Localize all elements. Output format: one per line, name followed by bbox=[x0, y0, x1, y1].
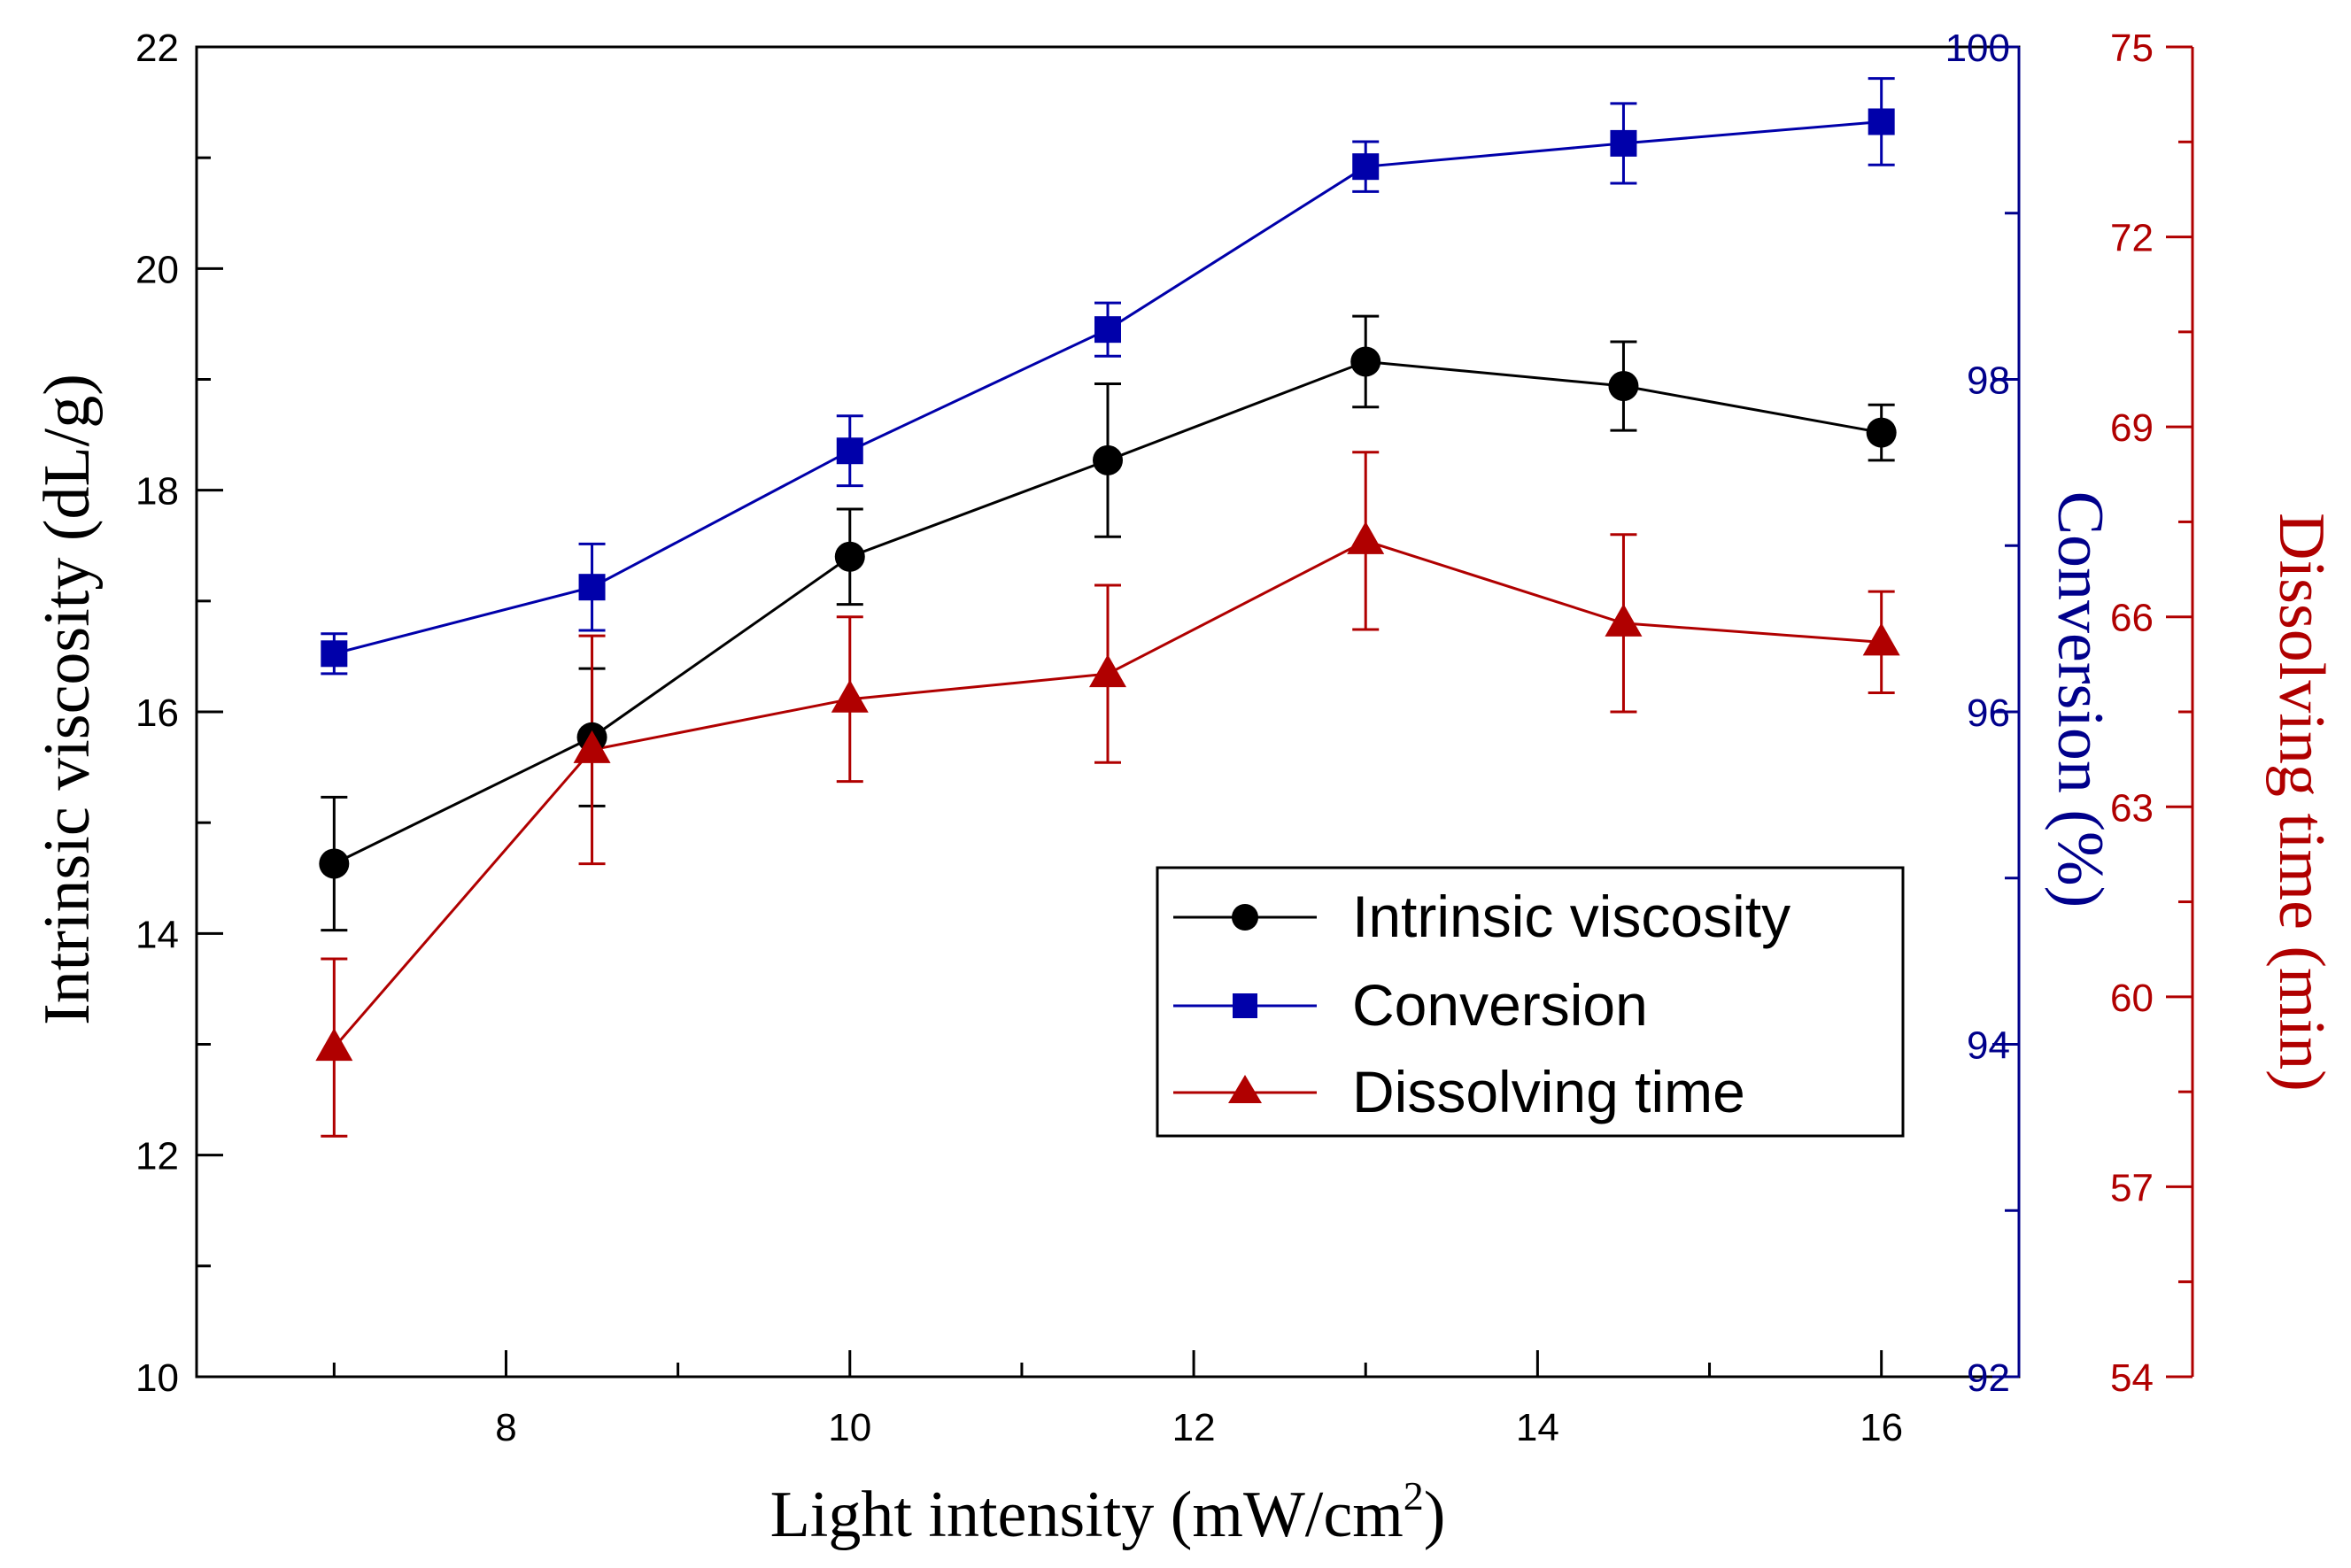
legend-label-dissolving-time: Dissolving time bbox=[1352, 1059, 1745, 1124]
conversion-point bbox=[836, 437, 863, 465]
y-axis-label-dissolving: Dissolving time (min) bbox=[2265, 513, 2338, 1092]
y-axis-label-left: Intrinsic viscosity (dL/g) bbox=[31, 374, 104, 1025]
conversion-point bbox=[1868, 108, 1895, 135]
x-axis-label-superscript: 2 bbox=[1404, 1473, 1424, 1518]
conversion-point bbox=[1094, 316, 1121, 344]
dissolving-y-tick-label: 63 bbox=[2110, 786, 2154, 830]
x-tick-label: 16 bbox=[1860, 1406, 1903, 1449]
x-tick-label: 10 bbox=[828, 1406, 871, 1449]
left-y-tick-label: 14 bbox=[135, 913, 179, 956]
conversion-point bbox=[1610, 129, 1637, 157]
dissolving-y-tick-label: 66 bbox=[2110, 597, 2154, 640]
viscosity-point bbox=[1608, 371, 1639, 402]
conversion-point bbox=[1352, 153, 1380, 181]
legend-item-conversion: Conversion bbox=[1173, 972, 1648, 1038]
conversion-y-tick-label: 100 bbox=[1945, 27, 2010, 70]
dissolving-time-point bbox=[315, 1028, 353, 1062]
conversion-y-tick-label: 98 bbox=[1967, 359, 2010, 403]
legend: Intrinsic viscosity Conversion Dissolvin… bbox=[1156, 866, 1905, 1138]
legend-label-conversion: Conversion bbox=[1352, 972, 1648, 1038]
x-tick-label: 14 bbox=[1516, 1406, 1559, 1449]
legend-item-dissolving-time: Dissolving time bbox=[1173, 1059, 1745, 1124]
viscosity-point bbox=[319, 848, 350, 879]
conversion-y-tick-label: 94 bbox=[1967, 1024, 2010, 1068]
conversion-point bbox=[578, 574, 606, 601]
dissolving-y-tick-label: 75 bbox=[2110, 27, 2154, 70]
left-y-tick-label: 16 bbox=[135, 691, 179, 735]
dissolving-time-point bbox=[1605, 603, 1643, 637]
dissolving-time-point bbox=[573, 730, 611, 763]
y-axis-label-conversion: Conversion (%) bbox=[2044, 491, 2116, 908]
left-y-tick-label: 18 bbox=[135, 470, 179, 514]
left-y-tick-label: 20 bbox=[135, 248, 179, 291]
x-tick-label: 12 bbox=[1172, 1406, 1216, 1449]
viscosity-point bbox=[1350, 346, 1381, 377]
dissolving-time-point bbox=[1347, 521, 1385, 554]
viscosity-point bbox=[1093, 444, 1123, 475]
conversion-point bbox=[321, 640, 348, 668]
dissolving-y-tick-label: 54 bbox=[2110, 1356, 2154, 1400]
viscosity-point bbox=[834, 541, 865, 572]
conversion-y-tick-label: 96 bbox=[1967, 691, 2010, 735]
legend-marker-square bbox=[1233, 993, 1257, 1018]
dissolving-y-tick-label: 57 bbox=[2110, 1166, 2154, 1209]
viscosity-point bbox=[1866, 417, 1897, 448]
dissolving-time-point bbox=[831, 679, 869, 713]
x-axis-label-main: Light intensity (mW/cm bbox=[770, 1479, 1404, 1551]
legend-item-intrinsic-viscosity: Intrinsic viscosity bbox=[1173, 884, 1790, 949]
dissolving-time-point bbox=[1089, 654, 1126, 688]
left-y-tick-label: 12 bbox=[135, 1135, 179, 1178]
dissolving-y-tick-label: 69 bbox=[2110, 406, 2154, 450]
legend-marker-triangle bbox=[1228, 1075, 1262, 1103]
x-axis-label: Light intensity (mW/cm2) bbox=[770, 1473, 1446, 1551]
conversion-y-tick-label: 92 bbox=[1967, 1356, 2010, 1400]
left-y-tick-label: 10 bbox=[135, 1356, 179, 1400]
legend-label-intrinsic-viscosity: Intrinsic viscosity bbox=[1352, 884, 1790, 949]
dissolving-y-tick-label: 60 bbox=[2110, 977, 2154, 1020]
dissolving-time-point bbox=[1862, 622, 1900, 656]
left-y-tick-label: 22 bbox=[135, 27, 179, 70]
dissolving-y-tick-label: 72 bbox=[2110, 217, 2154, 260]
x-tick-label: 8 bbox=[495, 1406, 516, 1449]
legend-marker-circle bbox=[1232, 904, 1258, 931]
x-axis-label-close: ) bbox=[1424, 1479, 1446, 1551]
